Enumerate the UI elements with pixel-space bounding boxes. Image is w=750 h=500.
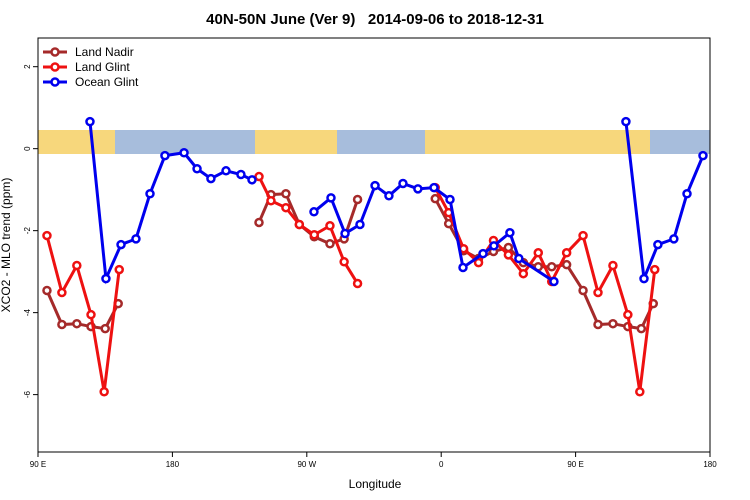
- data-point: [561, 259, 572, 270]
- data-point: [593, 319, 603, 330]
- legend-label: Ocean Glint: [75, 75, 139, 89]
- data-point: [578, 285, 588, 296]
- data-point: [339, 257, 349, 267]
- data-point: [85, 116, 95, 127]
- y-tick-label: -4: [23, 309, 32, 317]
- data-point: [608, 260, 618, 271]
- series-line: [45, 175, 657, 392]
- data-point: [236, 169, 246, 180]
- data-point: [325, 220, 335, 231]
- data-point: [561, 248, 572, 258]
- data-point: [384, 191, 394, 201]
- data-point: [478, 248, 488, 259]
- data-point: [254, 171, 264, 182]
- data-point: [42, 285, 52, 296]
- data-point: [254, 217, 264, 228]
- data-point: [340, 228, 350, 239]
- data-point: [653, 239, 663, 250]
- data-point: [325, 239, 335, 249]
- data-point: [429, 182, 439, 193]
- data-point: [608, 318, 618, 329]
- data-point: [101, 273, 111, 284]
- legend-marker: [50, 47, 60, 57]
- y-tick-label: 0: [23, 146, 32, 151]
- data-point: [593, 287, 603, 298]
- data-point: [57, 287, 67, 298]
- data-point: [72, 260, 82, 271]
- data-point: [398, 178, 408, 189]
- legend-marker: [50, 77, 60, 87]
- data-point: [179, 148, 189, 158]
- data-point: [533, 248, 544, 258]
- data-point: [578, 230, 588, 241]
- x-tick-label: 90 E: [567, 460, 583, 469]
- data-point: [114, 264, 124, 275]
- data-point: [473, 257, 484, 268]
- data-point: [458, 262, 468, 273]
- data-point: [649, 264, 660, 275]
- data-point: [221, 166, 231, 176]
- data-point: [430, 193, 440, 204]
- legend-marker: [50, 62, 60, 72]
- data-point: [352, 194, 363, 205]
- data-point: [281, 202, 291, 213]
- chart-title: 40N-50N June (Ver 9) 2014-09-06 to 2018-…: [206, 11, 544, 28]
- data-point: [352, 278, 363, 289]
- y-axis-title: XCO2 - MLO trend (ppm): [0, 178, 13, 313]
- data-point: [72, 318, 82, 329]
- data-point: [145, 189, 155, 199]
- data-point: [281, 189, 291, 199]
- x-tick-label: 90 W: [297, 460, 316, 469]
- data-point: [326, 193, 336, 203]
- data-point: [99, 386, 109, 397]
- data-point: [192, 164, 202, 174]
- data-point: [503, 250, 514, 260]
- data-point: [698, 150, 708, 161]
- map-strip: [38, 130, 710, 154]
- data-point: [86, 309, 96, 320]
- data-point: [266, 195, 276, 206]
- data-point: [669, 234, 679, 244]
- data-point: [445, 194, 455, 205]
- data-point: [160, 150, 170, 161]
- data-point: [518, 268, 529, 279]
- data-point: [489, 241, 499, 251]
- data-point: [621, 116, 631, 127]
- y-tick-label: -6: [23, 391, 32, 399]
- data-point: [413, 184, 423, 194]
- data-point: [370, 180, 380, 191]
- x-axis-title: Longitude: [349, 477, 402, 491]
- data-point: [635, 386, 645, 397]
- x-tick-label: 90 E: [30, 460, 46, 469]
- data-point: [546, 261, 557, 272]
- x-tick-label: 180: [703, 460, 717, 469]
- data-point: [549, 276, 559, 287]
- data-point: [100, 323, 110, 334]
- data-point: [116, 239, 126, 250]
- data-point: [247, 175, 257, 185]
- data-point: [514, 253, 524, 264]
- data-point: [42, 230, 52, 241]
- x-tick-label: 0: [439, 460, 444, 469]
- data-point: [636, 323, 647, 334]
- data-point: [206, 173, 216, 184]
- data-point: [639, 273, 649, 284]
- data-point: [57, 319, 67, 330]
- data-point: [682, 189, 692, 199]
- data-point: [309, 230, 320, 240]
- data-point: [623, 309, 633, 320]
- x-tick-label: 180: [166, 460, 180, 469]
- data-point: [505, 227, 515, 238]
- y-tick-label: 2: [23, 64, 32, 69]
- legend-label: Land Glint: [75, 60, 130, 74]
- legend-label: Land Nadir: [75, 45, 134, 59]
- data-point: [294, 219, 305, 230]
- plot-frame: [37, 37, 711, 453]
- data-point: [503, 242, 514, 253]
- data-point: [131, 234, 141, 244]
- y-tick-label: -2: [23, 227, 32, 235]
- data-point: [355, 219, 365, 230]
- data-point: [309, 207, 319, 217]
